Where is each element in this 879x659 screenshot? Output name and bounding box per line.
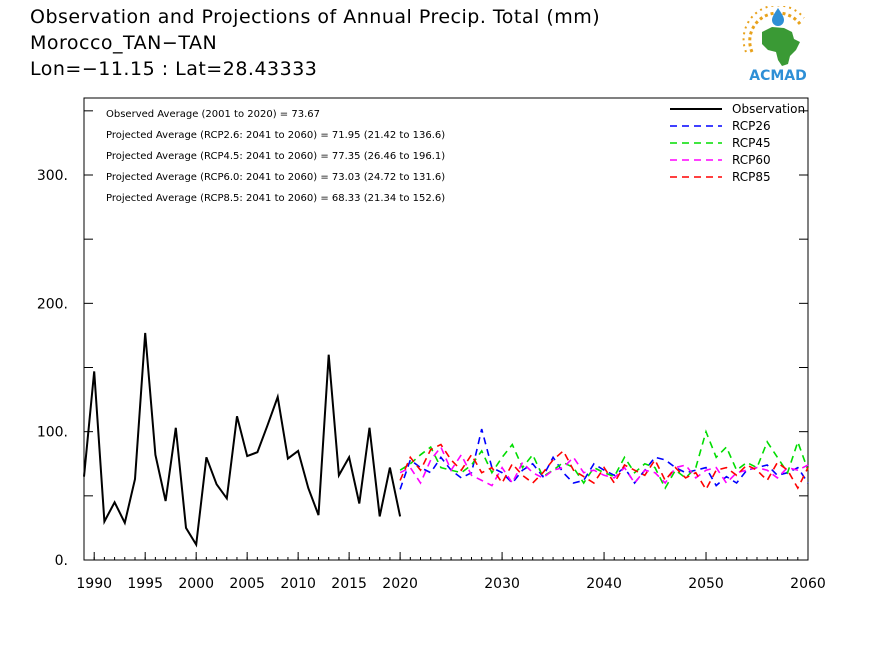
- acmad-logo: ACMAD: [742, 6, 807, 84]
- annotation-text: Projected Average (RCP4.5: 2041 to 2060)…: [106, 151, 445, 162]
- annotation-text: Projected Average (RCP8.5: 2041 to 2060)…: [106, 193, 445, 204]
- chart-title: Observation and Projections of Annual Pr…: [30, 6, 601, 28]
- series-lines: [83, 332, 809, 548]
- series-observation: [83, 332, 402, 548]
- y-tick-label: 100.: [37, 425, 68, 441]
- raindrop-icon: [772, 8, 784, 26]
- series-rcp60: [399, 445, 809, 487]
- y-tick-label: 200.: [37, 296, 68, 312]
- series-rcp26: [399, 428, 809, 490]
- annotation-text: Observed Average (2001 to 2020) = 73.67: [106, 109, 320, 120]
- axis-ticks: 1990 1995 2000 2005 2010 2015 2020 2030 2040 2050…: [37, 110, 826, 592]
- series-rcp45: [399, 429, 809, 490]
- legend-label: RCP26: [732, 119, 771, 133]
- x-tick-label: 1995: [127, 576, 163, 592]
- legend-label: RCP45: [732, 136, 771, 150]
- chart-subtitle-coordinates: Lon=−11.15 : Lat=28.43333: [30, 58, 318, 80]
- y-tick-label: 300.: [37, 168, 68, 184]
- annotation-text: Projected Average (RCP2.6: 2041 to 2060)…: [106, 130, 445, 141]
- legend-label: Observation: [732, 102, 805, 116]
- annotation-text: Projected Average (RCP6.0: 2041 to 2060)…: [106, 172, 445, 183]
- x-tick-label: 2000: [178, 576, 214, 592]
- legend-label: RCP60: [732, 153, 771, 167]
- x-tick-label: 2060: [790, 576, 826, 592]
- x-tick-label: 2030: [484, 576, 520, 592]
- legend-label: RCP85: [732, 170, 771, 184]
- x-tick-label: 2015: [331, 576, 367, 592]
- legend: Observation RCP26 RCP45 RCP60 RCP85: [670, 102, 805, 184]
- series-rcp85: [399, 443, 809, 492]
- x-tick-label: 2010: [280, 576, 316, 592]
- x-tick-label: 1990: [76, 576, 112, 592]
- x-tick-label: 2005: [229, 576, 265, 592]
- logo-text: ACMAD: [749, 68, 807, 84]
- sun-rays-icon: [742, 6, 805, 53]
- y-tick-label: 0.: [55, 553, 68, 569]
- plot-frame: [83, 97, 809, 561]
- x-tick-label: 2020: [382, 576, 418, 592]
- africa-map-icon: [762, 27, 800, 66]
- chart-subtitle-location: Morocco_TAN−TAN: [30, 32, 218, 54]
- x-tick-label: 2050: [688, 576, 724, 592]
- x-tick-label: 2040: [586, 576, 622, 592]
- annotations: Observed Average (2001 to 2020) = 73.67 P…: [106, 109, 445, 204]
